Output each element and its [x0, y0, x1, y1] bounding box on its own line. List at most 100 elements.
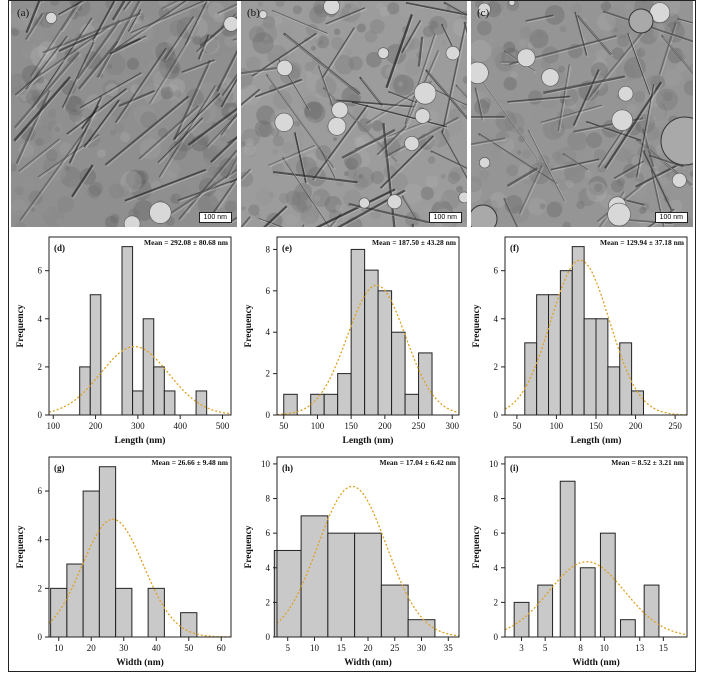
histogram-d: 100 200 300 400 500 0 2 4 6 Length (nm) Frequency (…: [9, 229, 239, 449]
histogram-bar: [524, 342, 538, 416]
y-axis-title: Frequency: [16, 304, 26, 347]
mean-annotation: Mean = 26.66 ± 9.48 nm: [151, 458, 228, 467]
histogram-bar: [548, 294, 561, 416]
x-axis-title: Width (nm): [116, 657, 164, 668]
y-tick-label: 4: [266, 563, 271, 573]
y-tick-label: 2: [38, 362, 43, 372]
y-tick-label: 6: [38, 266, 43, 276]
y-tick-label: 8: [266, 494, 271, 504]
x-tick-label: 150: [589, 421, 603, 431]
micrograph-image: [11, 1, 237, 227]
histogram-bar: [66, 563, 84, 638]
histogram-bar: [89, 294, 102, 416]
histogram-bar: [559, 480, 576, 638]
x-tick-label: 400: [173, 421, 187, 431]
histogram-bar: [579, 567, 596, 638]
bars: [283, 248, 433, 416]
x-tick-label: 60: [217, 643, 227, 653]
bars: [273, 515, 436, 638]
mean-annotation: Mean = 8.52 ± 3.21 nm: [611, 458, 685, 467]
x-tick-label: 50: [184, 643, 194, 653]
x-tick-label: 35: [444, 643, 454, 653]
y-tick-label: 4: [494, 314, 499, 324]
x-tick-label: 100: [311, 421, 325, 431]
histogram-bar: [98, 466, 117, 638]
x-tick-label: 50: [279, 421, 289, 431]
y-axis-title: Frequency: [16, 525, 26, 568]
panel-label: (i): [510, 463, 519, 473]
y-tick-label: 4: [494, 563, 499, 573]
x-tick-label: 10: [54, 643, 64, 653]
micrograph-b: (b) 100 nm: [241, 1, 467, 227]
histogram-g: 10 20 30 40 50 60 0 2 4 6 Width (nm) Frequency (g) Me…: [9, 449, 239, 671]
micrograph-image: [241, 1, 467, 227]
histogram-bar: [571, 246, 585, 416]
histogram-bar: [354, 532, 382, 638]
histogram-bar: [377, 290, 393, 416]
y-tick-label: 6: [494, 266, 499, 276]
plot-frame: [48, 456, 232, 638]
y-tick-label: 2: [494, 597, 499, 607]
y-tick-label: 0: [266, 632, 271, 642]
y-tick-label: 2: [494, 362, 499, 372]
x-tick-label: 250: [412, 421, 426, 431]
panel-label: (d): [54, 243, 65, 253]
histogram-bar: [323, 393, 339, 416]
y-tick-label: 6: [38, 486, 43, 496]
histogram-bar: [337, 373, 352, 416]
x-tick-label: 40: [152, 643, 162, 653]
x-tick-label: 50: [512, 421, 522, 431]
normal-fit-curve: [48, 345, 232, 415]
panel-label: (b): [247, 7, 260, 19]
histogram-bar: [559, 270, 573, 416]
x-axis-title: Length (nm): [571, 435, 622, 446]
histogram-bar: [537, 584, 554, 638]
y-axis-title: Frequency: [472, 304, 482, 347]
micrograph-c: (c) 100 nm: [471, 1, 693, 227]
panel-label: (g): [54, 463, 65, 473]
y-tick-label: 10: [261, 459, 271, 469]
histogram-bar: [163, 390, 176, 416]
histogram-bar: [364, 269, 379, 416]
histogram-bar: [643, 584, 660, 638]
chart-svg: 100 200 300 400 500 0 2 4 6 Length (nm) Frequency (…: [16, 236, 232, 446]
x-tick-label: 3: [519, 643, 524, 653]
plot-frame: [276, 236, 460, 416]
x-tick-label: 100: [46, 421, 60, 431]
normal-fit-curve: [276, 485, 460, 637]
plot-frame: [48, 236, 232, 416]
mean-annotation: Mean = 17.04 ± 6.42 nm: [379, 458, 456, 467]
y-tick-label: 0: [38, 410, 43, 420]
bars: [513, 480, 660, 638]
histogram-bar: [404, 393, 420, 416]
histogram-bar: [142, 318, 155, 416]
x-tick-label: 500: [216, 421, 230, 431]
x-tick-label: 30: [119, 643, 129, 653]
scale-bar: 100 nm: [428, 212, 462, 223]
y-tick-label: 8: [494, 494, 499, 504]
x-tick-label: 5: [285, 643, 290, 653]
histogram-bar: [418, 352, 433, 416]
y-tick-label: 2: [38, 583, 43, 593]
scale-bar: 100 nm: [198, 212, 232, 223]
x-tick-label: 300: [131, 421, 145, 431]
histogram-bar: [79, 366, 91, 416]
histogram-f: 50 100 150 200 250 0 2 4 6 Length (nm) Frequency (f…: [465, 229, 695, 449]
x-axis-title: Width (nm): [344, 657, 392, 668]
histogram-bar: [50, 587, 68, 638]
y-axis-title: Frequency: [244, 525, 254, 568]
y-tick-label: 0: [38, 632, 43, 642]
normal-fit-curve: [277, 284, 460, 416]
histogram-bar: [595, 318, 609, 416]
x-tick-label: 20: [87, 643, 97, 653]
x-tick-label: 20: [364, 643, 374, 653]
y-tick-label: 10: [489, 459, 499, 469]
histogram-bar: [327, 532, 356, 638]
panel-label: (f): [510, 243, 519, 253]
x-tick-label: 10: [310, 643, 320, 653]
x-tick-label: 150: [344, 421, 358, 431]
y-tick-label: 8: [266, 244, 271, 254]
histogram-bar: [631, 390, 644, 416]
figure-frame: (a) 100 nm (b) 100 nm (c) 100 nm 100 200 3…: [8, 0, 696, 672]
y-tick-label: 2: [266, 597, 271, 607]
